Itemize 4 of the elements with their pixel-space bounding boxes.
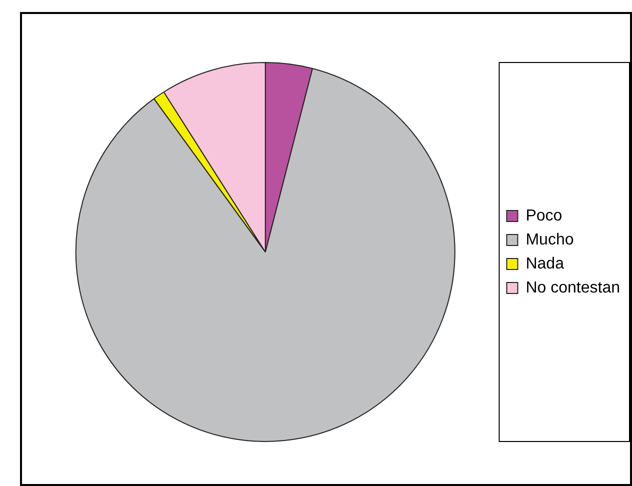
legend-label: Nada [526,255,564,272]
legend-label: Poco [526,207,562,224]
legend-label: No contestan [526,279,620,296]
legend-label: Mucho [526,231,574,248]
